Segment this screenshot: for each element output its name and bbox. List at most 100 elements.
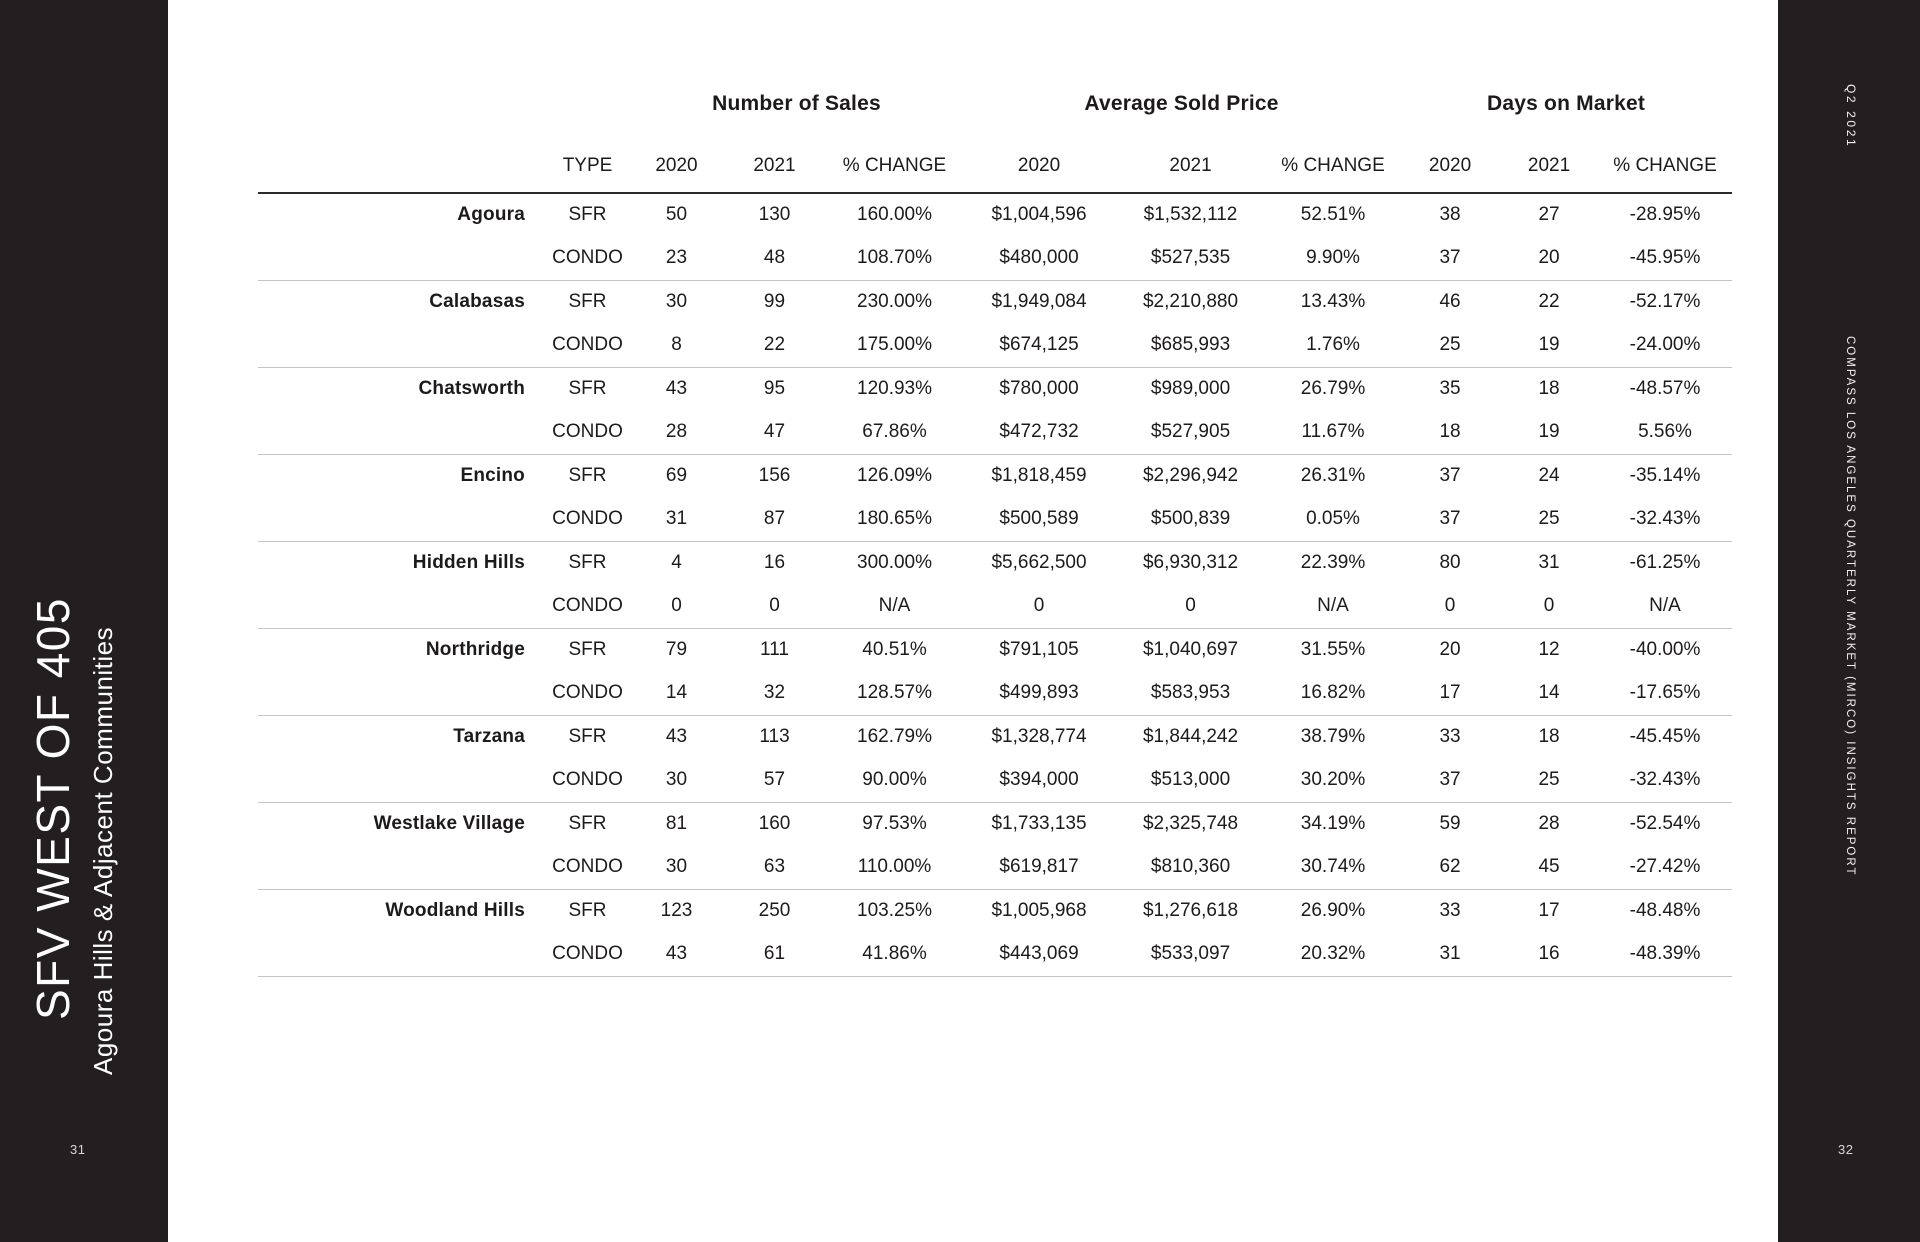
dom-2020-cell: 31: [1400, 932, 1501, 977]
type-cell: CONDO: [545, 410, 630, 455]
right-sidebar: Q2 2021 COMPASS LOS ANGELES QUARTERLY MA…: [1778, 0, 1920, 1242]
type-cell: CONDO: [545, 497, 630, 542]
group-header-number-of-sales: Number of Sales: [712, 92, 881, 115]
dom-2020-cell: 25: [1400, 323, 1501, 368]
sales-2021-cell: 87: [723, 497, 826, 542]
community-cell: Woodland Hills: [385, 900, 525, 921]
dom-2021-cell: 19: [1500, 410, 1599, 455]
price-2020-cell: 0: [963, 584, 1116, 629]
sales-2020-cell: 8: [630, 323, 723, 368]
community-cell: Agoura: [457, 204, 525, 226]
dom-2021-cell: 14: [1500, 671, 1599, 716]
type-cell: SFR: [568, 291, 607, 312]
group-header-average-sold-price: Average Sold Price: [1084, 92, 1279, 115]
price-2020-cell: $619,817: [963, 845, 1116, 890]
column-header-type: TYPE: [545, 128, 630, 194]
dom-2020-cell: 20: [1439, 639, 1461, 660]
dom-2021-cell: 25: [1500, 497, 1599, 542]
sales-2020-cell: 0: [630, 584, 723, 629]
sales-2021-cell: 57: [723, 758, 826, 803]
sales-2021-cell: 156: [758, 465, 791, 486]
sales-2021-cell: 250: [758, 900, 791, 921]
price-2021-cell: $2,325,748: [1142, 813, 1239, 834]
dom-2021-cell: 20: [1500, 236, 1599, 281]
sales-change-cell: 300.00%: [857, 552, 933, 573]
dom-2020-cell: 38: [1439, 204, 1461, 226]
community-cell: [258, 671, 545, 716]
sales-change-cell: 175.00%: [826, 323, 964, 368]
price-2021-cell: $527,535: [1115, 236, 1267, 281]
price-change-cell: 31.55%: [1300, 639, 1366, 660]
group-header-spacer: [258, 80, 630, 128]
price-2021-cell: $513,000: [1115, 758, 1267, 803]
column-header-dom-2021: 2021: [1500, 128, 1599, 194]
dom-2021-cell: 28: [1538, 813, 1560, 834]
price-2020-cell: $1,004,596: [991, 204, 1087, 226]
dom-change-cell: -48.39%: [1598, 932, 1733, 977]
price-2021-cell: $685,993: [1115, 323, 1267, 368]
community-cell: Northridge: [425, 639, 525, 660]
price-change-cell: 1.76%: [1266, 323, 1401, 368]
column-header-price-change: % CHANGE: [1266, 128, 1401, 194]
dom-2021-cell: 18: [1538, 726, 1560, 747]
sales-change-cell: 67.86%: [826, 410, 964, 455]
table-row: CONDO 28 47 67.86% $472,732 $527,905 11.…: [258, 410, 1733, 455]
sales-change-cell: 230.00%: [857, 291, 933, 312]
column-header-sales-2020: 2020: [630, 128, 723, 194]
sales-change-cell: 180.65%: [826, 497, 964, 542]
price-change-cell: 30.74%: [1266, 845, 1401, 890]
price-change-cell: 22.39%: [1300, 552, 1366, 573]
dom-2020-cell: 37: [1400, 236, 1501, 281]
price-2020-cell: $780,000: [999, 378, 1079, 399]
type-cell: SFR: [568, 726, 607, 747]
type-cell: CONDO: [545, 584, 630, 629]
price-2020-cell: $791,105: [999, 639, 1079, 660]
table-row: CONDO 30 57 90.00% $394,000 $513,000 30.…: [258, 758, 1733, 803]
column-header-spacer: [258, 128, 545, 194]
price-2020-cell: $1,818,459: [991, 465, 1087, 486]
price-2020-cell: $472,732: [963, 410, 1116, 455]
sales-2021-cell: 63: [723, 845, 826, 890]
table-row: Encino SFR 69 156 126.09% $1,818,459 $2,…: [258, 454, 1732, 498]
table-row: CONDO 8 22 175.00% $674,125 $685,993 1.7…: [258, 323, 1733, 368]
type-cell: SFR: [568, 552, 607, 573]
dom-2021-cell: 17: [1538, 900, 1560, 921]
type-cell: CONDO: [545, 236, 630, 281]
price-change-cell: 20.32%: [1266, 932, 1401, 977]
column-header-row: TYPE 2020 2021 % CHANGE 2020 2021 % CHAN…: [258, 128, 1733, 194]
price-change-cell: 26.79%: [1300, 378, 1366, 399]
sales-2021-cell: 160: [758, 813, 791, 834]
community-cell: [258, 236, 545, 281]
column-header-price-2021: 2021: [1115, 128, 1267, 194]
price-2020-cell: $5,662,500: [991, 552, 1087, 573]
sales-2021-cell: 99: [763, 291, 786, 312]
sales-2020-cell: 43: [630, 932, 723, 977]
dom-change-cell: 5.56%: [1598, 410, 1733, 455]
dom-2021-cell: 45: [1500, 845, 1599, 890]
price-change-cell: 0.05%: [1266, 497, 1401, 542]
dom-2020-cell: 37: [1400, 497, 1501, 542]
dom-2020-cell: 18: [1400, 410, 1501, 455]
price-2020-cell: $480,000: [963, 236, 1116, 281]
price-2021-cell: $989,000: [1150, 378, 1231, 399]
sales-2020-cell: 50: [665, 204, 688, 226]
sales-2021-cell: 130: [758, 204, 791, 226]
sales-2020-cell: 43: [665, 378, 688, 399]
type-cell: SFR: [568, 204, 607, 226]
dom-2020-cell: 80: [1439, 552, 1461, 573]
dom-change-cell: -32.43%: [1598, 758, 1733, 803]
column-header-dom-change: % CHANGE: [1598, 128, 1733, 194]
price-change-cell: 52.51%: [1300, 204, 1366, 226]
sales-2021-cell: 95: [763, 378, 786, 399]
dom-2021-cell: 24: [1538, 465, 1560, 486]
sales-2020-cell: 31: [630, 497, 723, 542]
sales-2021-cell: 113: [759, 726, 790, 747]
sales-change-cell: 160.00%: [857, 204, 933, 226]
table-row: Hidden Hills SFR 4 16 300.00% $5,662,500…: [258, 541, 1732, 585]
type-cell: SFR: [568, 900, 607, 921]
sales-2021-cell: 48: [723, 236, 826, 281]
community-cell: Tarzana: [453, 726, 525, 747]
dom-change-cell: -52.17%: [1629, 291, 1701, 312]
table-row: Calabasas SFR 30 99 230.00% $1,949,084 $…: [258, 280, 1732, 324]
